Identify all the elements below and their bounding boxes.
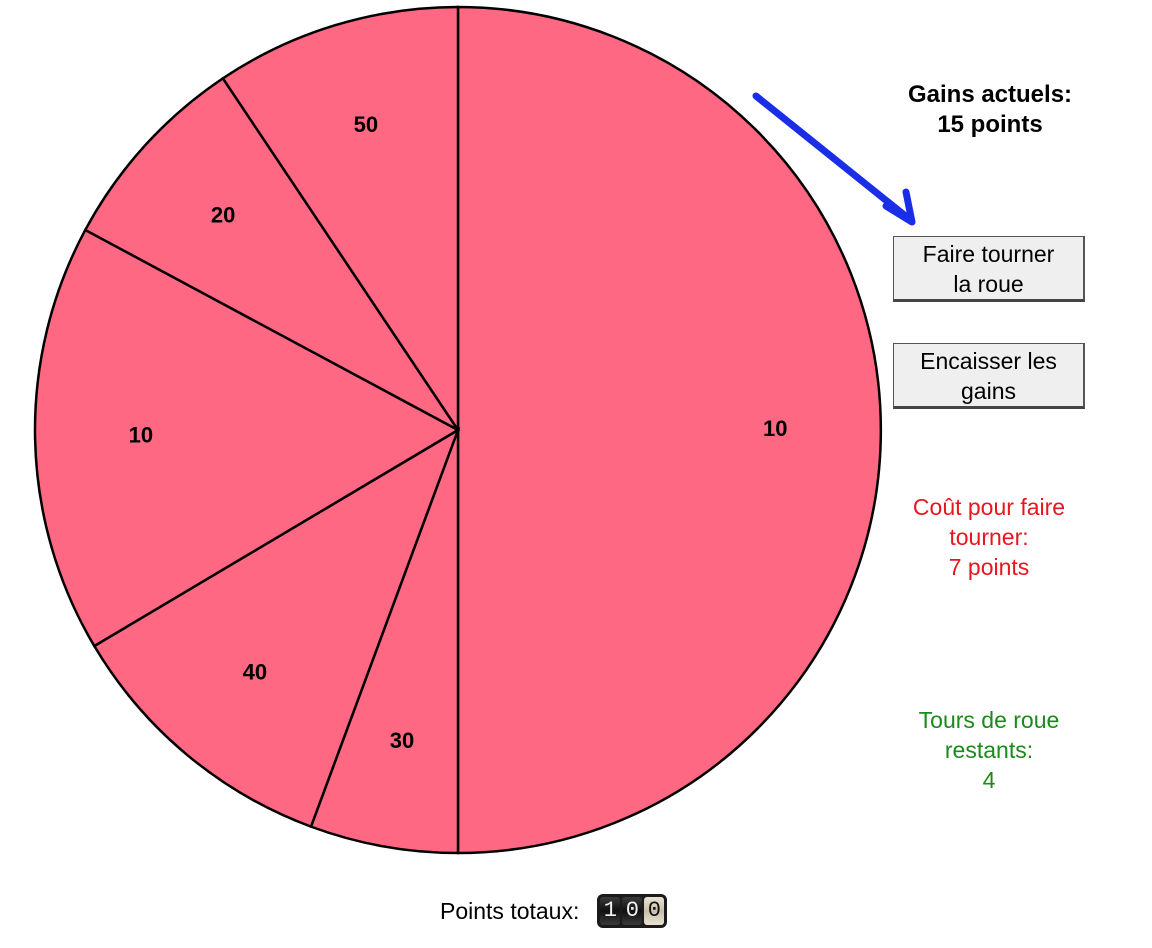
pointer-arrow-icon <box>752 92 916 226</box>
cash-out-button-line1: Encaisser les <box>920 348 1057 374</box>
spin-wheel-button-line2: la roue <box>953 271 1024 297</box>
wheel-segment-label: 30 <box>390 728 414 753</box>
current-gains-value: 15 points <box>937 111 1043 138</box>
wheel-segment-label: 10 <box>763 416 787 441</box>
remaining-turns-value: 4 <box>982 767 996 793</box>
wheel-segment <box>33 228 461 648</box>
wheel-segment <box>309 429 460 855</box>
spin-cost: Coût pour faire tourner: 7 points <box>880 492 1098 582</box>
spin-cost-line1: Coût pour faire <box>912 494 1066 520</box>
cash-out-button-line2: gains <box>961 378 1016 404</box>
remaining-turns-line2: restants: <box>944 737 1034 763</box>
spin-cost-line2: tourner: <box>949 524 1029 550</box>
remaining-turns: Tours de roue restants: 4 <box>880 705 1098 795</box>
counter-digit: 0 <box>644 897 665 925</box>
wheel-segment <box>221 5 460 435</box>
total-points: Points totaux: 1 0 0 <box>440 893 668 929</box>
spin-wheel-button[interactable]: Faire tourner la roue <box>893 236 1085 302</box>
current-gains-label: Gains actuels: <box>907 81 1073 108</box>
spin-wheel-button-line1: Faire tourner <box>922 241 1055 267</box>
remaining-turns-line1: Tours de roue <box>918 707 1060 733</box>
wheel-segment-label: 50 <box>354 112 378 137</box>
points-counter: 1 0 0 <box>597 894 668 928</box>
wheel-segment <box>456 5 883 855</box>
total-points-label: Points totaux: <box>440 897 580 924</box>
wheel-segment-label: 20 <box>211 203 235 228</box>
spin-cost-value: 7 points <box>948 554 1030 580</box>
cash-out-button[interactable]: Encaisser les gains <box>893 343 1085 409</box>
wheel-segment <box>83 76 460 432</box>
counter-digit: 0 <box>622 897 643 925</box>
wheel-segment-label: 10 <box>129 423 153 448</box>
wheel-segment <box>92 427 461 829</box>
current-gains: Gains actuels: 15 points <box>880 80 1100 140</box>
prize-wheel: 10 30 40 10 20 50 <box>33 5 883 855</box>
wheel-segment-label: 40 <box>243 659 267 684</box>
counter-digit: 1 <box>600 897 621 925</box>
